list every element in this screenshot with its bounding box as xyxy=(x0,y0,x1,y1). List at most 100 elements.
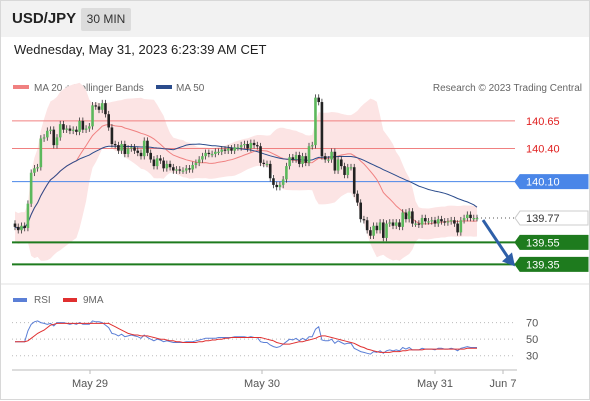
candle-body xyxy=(472,218,476,220)
candle-body xyxy=(233,147,236,151)
candle-body xyxy=(207,152,211,155)
candle xyxy=(323,152,327,163)
candle-body xyxy=(220,149,224,152)
candle-body xyxy=(100,103,104,110)
candle xyxy=(385,220,388,242)
candle-body xyxy=(117,145,120,151)
candle xyxy=(456,220,459,236)
target-arrow-shaft xyxy=(481,219,512,262)
candle xyxy=(411,208,414,227)
candle-body xyxy=(443,221,446,223)
timeframe-button[interactable]: 30 MIN xyxy=(81,8,131,31)
level-label-140.40: 140.40 xyxy=(526,143,560,155)
candle xyxy=(49,126,52,135)
candle xyxy=(88,123,91,132)
candle-body xyxy=(172,167,175,171)
x-tick-label: May 31 xyxy=(417,378,453,390)
candle-body xyxy=(33,168,36,173)
candle xyxy=(13,220,17,231)
candle-body xyxy=(469,214,472,219)
candle xyxy=(443,218,446,226)
rsi-tick-label-70: 70 xyxy=(526,318,538,330)
target-arrow xyxy=(481,219,515,267)
candle xyxy=(152,156,156,170)
candle xyxy=(430,216,434,225)
candle-body xyxy=(446,221,450,223)
candle xyxy=(91,102,94,130)
candle xyxy=(133,144,136,154)
candle xyxy=(320,98,324,160)
candle-body xyxy=(285,166,288,180)
candle-body xyxy=(462,218,466,221)
target-arrow-head xyxy=(502,252,515,267)
candle-body xyxy=(123,144,127,154)
level-tag-139.35 xyxy=(514,256,589,272)
candle xyxy=(230,145,233,154)
candle xyxy=(349,163,353,171)
level-tag-139.55 xyxy=(514,234,589,250)
candle xyxy=(401,209,404,231)
symbol-label: USD/JPY xyxy=(12,10,77,27)
candle xyxy=(123,140,127,158)
candle-body xyxy=(362,219,366,221)
candle-body xyxy=(327,159,330,161)
candle xyxy=(388,219,392,227)
candle xyxy=(113,140,117,149)
candle-body xyxy=(456,223,459,233)
candle-body xyxy=(359,202,362,220)
candle xyxy=(20,222,23,234)
candle xyxy=(327,156,330,163)
candle xyxy=(139,149,143,160)
candles xyxy=(13,94,479,242)
candle xyxy=(71,126,75,135)
candle xyxy=(298,151,301,168)
level-label-140.65: 140.65 xyxy=(526,116,560,128)
candle-body xyxy=(236,147,240,149)
candle-body xyxy=(307,146,311,163)
candle xyxy=(475,214,479,222)
candle xyxy=(330,148,333,163)
candle-body xyxy=(420,218,424,225)
candle-body xyxy=(262,162,266,165)
candle-body xyxy=(304,156,308,163)
candle xyxy=(16,223,20,234)
candle-body xyxy=(265,163,269,166)
candle-body xyxy=(162,160,165,169)
candle-body xyxy=(278,184,282,188)
candle-body xyxy=(149,152,152,160)
candle xyxy=(265,160,269,168)
candle-body xyxy=(126,148,130,154)
candle xyxy=(239,141,243,151)
candle xyxy=(236,144,240,151)
candle xyxy=(65,125,68,133)
candle-body xyxy=(29,172,33,204)
candle-body xyxy=(239,145,243,148)
candle-body xyxy=(223,149,227,151)
candle xyxy=(226,145,230,154)
candle xyxy=(165,160,169,172)
candle xyxy=(29,169,33,207)
credit-label: Research © 2023 Trading Central xyxy=(433,83,582,94)
candle-body xyxy=(294,155,298,160)
candle-body xyxy=(168,163,172,168)
candle-body xyxy=(197,159,201,163)
candle-body xyxy=(104,103,107,115)
candle xyxy=(136,147,140,157)
candle-body xyxy=(317,97,320,103)
candle xyxy=(197,156,201,167)
candle-body xyxy=(404,212,408,220)
candle-body xyxy=(107,114,110,128)
ma50-legend-swatch xyxy=(156,85,172,89)
candle xyxy=(68,125,72,135)
candle xyxy=(453,216,456,227)
candle xyxy=(243,140,246,149)
candle-body xyxy=(372,225,375,236)
candle-body xyxy=(139,152,143,157)
candle-body xyxy=(94,105,98,107)
candle-body xyxy=(394,222,398,226)
candle xyxy=(459,216,463,236)
candle xyxy=(343,162,346,179)
candle-body xyxy=(310,145,314,147)
candle-body xyxy=(191,165,194,170)
